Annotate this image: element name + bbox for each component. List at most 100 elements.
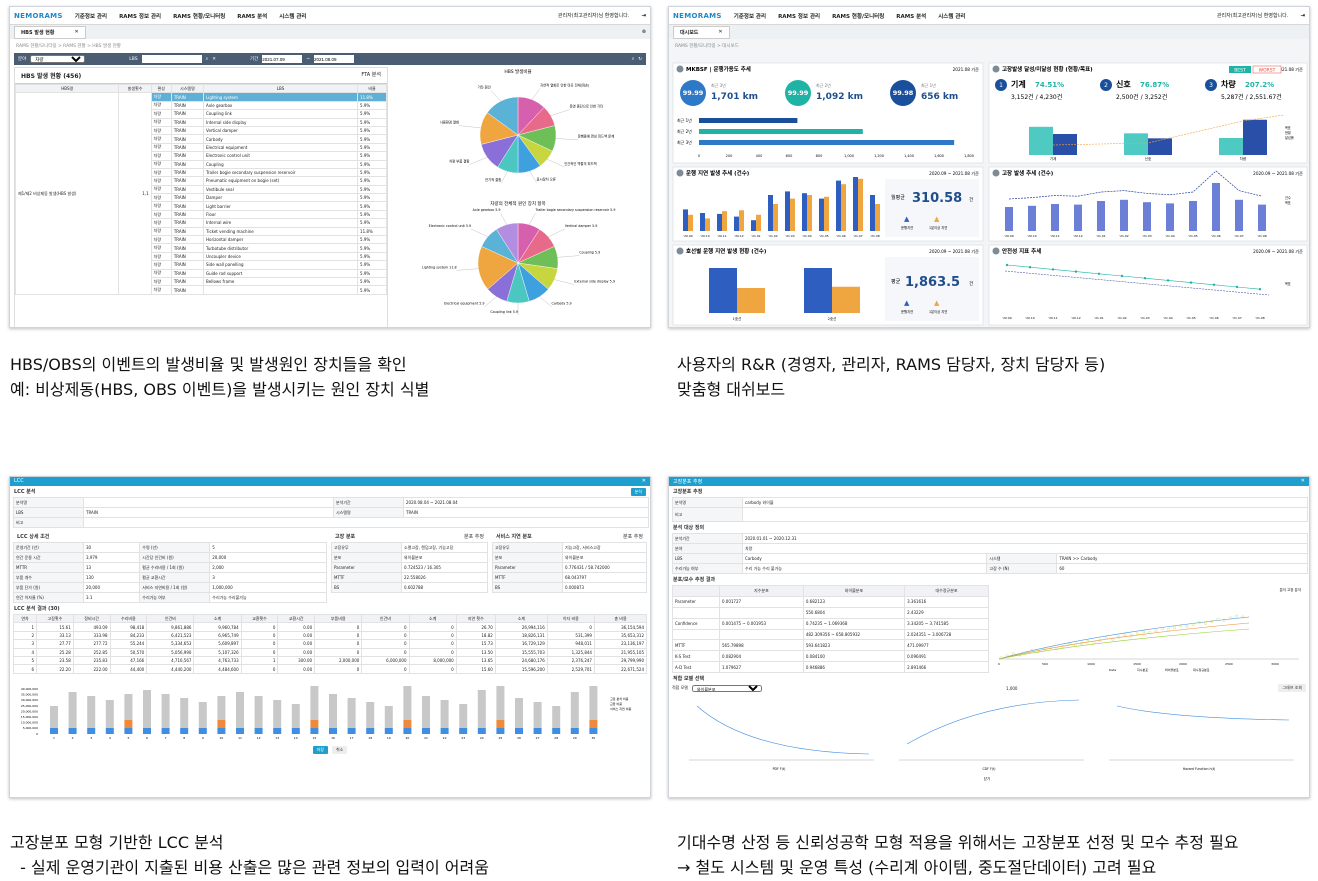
bar[interactable] [1166,203,1174,231]
form-value[interactable]: 기능고장, 서비스고장 [561,542,648,553]
bar[interactable] [217,728,226,734]
form-value[interactable]: 소멸고장, 랜덤고장, 기능고장 [401,542,488,553]
bar[interactable] [143,690,151,728]
data-point[interactable] [1005,263,1009,267]
data-point[interactable] [1154,629,1158,633]
bar[interactable] [217,720,226,728]
bar[interactable] [552,728,561,734]
form-input[interactable] [83,497,334,508]
bar[interactable] [1029,126,1053,155]
close-all-icon[interactable]: ⊗ [641,29,646,35]
form-value[interactable]: 22.558026 [401,572,488,583]
bar[interactable] [496,720,505,728]
form-value[interactable]: 0.776431 / 58.742000 [561,562,648,573]
data-point[interactable] [1086,639,1090,643]
bar[interactable] [329,694,337,728]
data-point[interactable] [1197,620,1201,624]
bar[interactable] [422,728,430,734]
bar[interactable] [1219,137,1243,155]
logout-icon[interactable]: ⇥ [641,12,646,19]
bar[interactable] [737,288,765,313]
bar[interactable] [700,213,705,231]
bar[interactable] [329,728,337,734]
bar[interactable] [756,214,761,231]
bar[interactable] [853,177,858,231]
date-from[interactable] [262,55,303,63]
bar[interactable] [807,195,812,231]
bar[interactable] [832,286,860,313]
data-point[interactable] [1067,642,1071,646]
data-point[interactable] [1061,645,1065,649]
data-point[interactable] [1049,646,1053,650]
query-button[interactable]: 그래프 조회 [1278,684,1306,692]
fta-button[interactable]: FTA 분석 [361,72,381,78]
bar[interactable] [870,195,875,231]
bar[interactable] [709,268,737,313]
pie-slice[interactable] [496,222,519,264]
bar[interactable] [161,728,170,734]
bar[interactable] [1189,201,1197,231]
form-input[interactable] [83,517,649,528]
bar[interactable] [836,180,841,231]
nav-item[interactable]: RAMS 정보 관리 [778,13,821,20]
bar[interactable] [105,728,114,734]
data-point[interactable] [1080,641,1084,645]
bar[interactable] [143,728,151,734]
estimate-button[interactable]: 분포 추정 [623,534,644,540]
pie-slice[interactable] [486,96,519,136]
bar[interactable] [705,218,710,231]
table-row[interactable]: 5 23.58 235.83 47,166 4,716,567 4,763,733 1 300… [13,655,647,666]
bar[interactable] [751,220,756,231]
form-value[interactable]: 0.602788 [401,582,488,593]
bar[interactable] [734,216,739,231]
bar[interactable] [440,700,449,728]
form-value[interactable]: 13 [82,562,141,573]
bar[interactable] [1243,119,1267,155]
bar[interactable] [273,700,282,728]
data-point[interactable] [1216,617,1220,621]
data-point[interactable] [1222,618,1226,622]
form-value[interactable]: 3.1 [82,592,141,603]
bar[interactable] [1051,204,1059,231]
refresh-icon[interactable]: ↻ [638,56,642,62]
save-button[interactable]: 저장 [312,746,328,754]
bar[interactable] [291,704,300,728]
data-point[interactable] [1104,636,1108,640]
data-point[interactable] [999,656,1003,660]
lbs-input[interactable]: TRAIN [83,507,334,518]
search-icon[interactable]: ⌕ [205,57,209,62]
nav-item[interactable]: RAMS 분석 [896,13,927,20]
bar[interactable] [366,702,375,728]
bar[interactable] [699,140,955,145]
cancel-button[interactable]: 취소 [332,746,348,754]
bar[interactable] [804,268,832,313]
data-point[interactable] [1160,627,1164,631]
form-value[interactable]: 20,000 [82,582,141,593]
data-point[interactable] [1179,624,1183,628]
bar[interactable] [1097,201,1105,231]
form-value[interactable]: 와이블분포 [561,552,648,563]
bar[interactable] [124,728,133,734]
nav-item[interactable]: RAMS 분석 [237,13,268,20]
data-point[interactable] [1098,638,1102,642]
data-point[interactable] [1018,653,1022,657]
bar[interactable] [496,684,505,720]
bar[interactable] [68,728,77,734]
form-value[interactable]: 3,979 [82,552,141,563]
table-row[interactable]: 1 15.61 493.09 98,418 9,861,886 9,960,784 0 0.0… [13,622,647,632]
lbs-input[interactable] [141,55,202,63]
data-point[interactable] [1030,649,1034,653]
bar[interactable] [768,195,773,231]
bar[interactable] [87,728,96,734]
bar[interactable] [1120,199,1128,231]
bar[interactable] [1212,183,1220,231]
bar[interactable] [858,178,863,231]
bar[interactable] [347,698,356,728]
form-value[interactable]: 3 [209,572,327,583]
bar[interactable] [773,204,778,231]
bar[interactable] [790,198,795,231]
worst-badge[interactable] [1252,65,1282,74]
analyze-button[interactable]: 분석 [630,487,646,496]
form-value[interactable]: 수리가능 수리불가능 [209,592,327,603]
tab-hbs[interactable]: HBS 발생 현황 ✕ [14,25,86,39]
